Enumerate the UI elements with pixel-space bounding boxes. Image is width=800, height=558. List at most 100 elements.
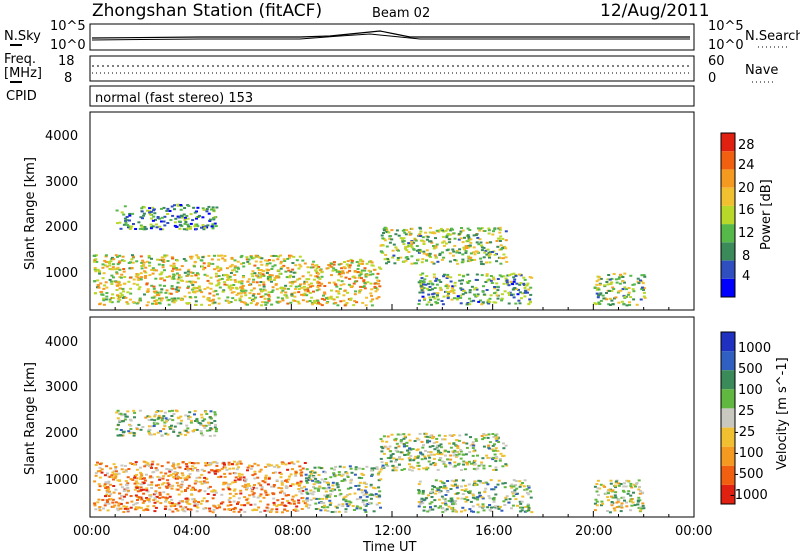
scatter-cell <box>335 296 339 299</box>
scatter-cell <box>440 227 443 230</box>
scatter-cell <box>442 256 446 259</box>
scatter-cell <box>104 255 108 258</box>
scatter-cell <box>455 484 459 487</box>
scatter-cell <box>148 210 152 213</box>
scatter-cell <box>172 265 176 268</box>
scatter-cell <box>482 285 485 288</box>
scatter-cell <box>349 486 353 489</box>
scatter-cell <box>233 506 237 509</box>
scatter-cell <box>328 499 332 502</box>
scatter-cell <box>435 277 439 280</box>
scatter-cell <box>265 494 269 496</box>
scatter-cell <box>349 285 353 288</box>
scatter-cell <box>452 292 456 295</box>
scatter-cell <box>480 263 484 265</box>
scatter-cell <box>168 508 172 511</box>
power-cbar-tick-8: 8 <box>742 249 750 264</box>
scatter-cell <box>614 296 618 299</box>
scatter-cell <box>472 444 476 447</box>
scatter-cell <box>189 257 193 260</box>
scatter-cell <box>158 476 162 479</box>
scatter-cell <box>288 276 292 279</box>
scatter-cell <box>301 496 305 499</box>
scatter-cell <box>127 225 131 228</box>
scatter-cell <box>432 462 436 464</box>
scatter-cell <box>422 250 426 253</box>
scatter-cell <box>193 466 197 469</box>
scatter-cell <box>442 462 446 465</box>
scatter-cell <box>158 297 161 300</box>
scatter-cell <box>301 467 305 470</box>
scatter-cell <box>421 236 425 239</box>
scatter-cell <box>176 204 180 207</box>
scatter-cell <box>172 301 176 304</box>
scatter-cell <box>232 284 236 286</box>
scatter-cell <box>375 503 379 506</box>
scatter-cell <box>212 209 216 212</box>
scatter-cell <box>183 219 187 221</box>
scatter-cell <box>471 496 475 499</box>
scatter-cell <box>513 287 517 289</box>
scatter-cell <box>236 502 239 505</box>
scatter-cell <box>309 285 313 288</box>
scatter-cell <box>139 255 143 258</box>
scatter-cell <box>283 504 287 507</box>
scatter-cell <box>455 439 459 442</box>
scatter-cell <box>158 258 162 261</box>
scatter-cell <box>276 499 280 502</box>
scatter-cell <box>315 267 319 270</box>
scatter-cell <box>233 460 236 463</box>
scatter-cell <box>262 274 266 277</box>
scatter-cell <box>398 456 401 459</box>
scatter-cell <box>488 509 492 511</box>
scatter-cell <box>244 302 247 304</box>
scatter-cell <box>277 269 281 272</box>
scatter-cell <box>455 492 459 495</box>
scatter-cell <box>465 247 469 250</box>
scatter-cell <box>268 278 272 281</box>
scatter-cell <box>507 302 511 305</box>
scatter-cell <box>126 224 130 226</box>
scatter-cell <box>283 492 286 495</box>
scatter-cell <box>104 281 108 284</box>
scatter-cell <box>253 477 257 480</box>
scatter-cell <box>94 472 98 475</box>
scatter-cell <box>115 272 119 275</box>
scatter-cell <box>298 263 302 266</box>
scatter-cell <box>503 482 507 485</box>
scatter-cell <box>299 487 303 490</box>
scatter-cell <box>643 296 647 299</box>
scatter-cell <box>275 508 279 511</box>
scatter-cell <box>144 508 148 511</box>
scatter-cell <box>469 256 473 259</box>
power-cbar-tick-16: 16 <box>738 203 755 218</box>
scatter-cell <box>207 265 211 267</box>
scatter-cell <box>142 214 146 217</box>
scatter-cell <box>415 262 418 265</box>
scatter-cell <box>304 488 308 491</box>
scatter-cell <box>452 232 456 235</box>
scatter-cell <box>202 262 206 265</box>
scatter-cell <box>466 227 470 230</box>
scatter-cell <box>476 503 480 506</box>
scatter-cell <box>479 260 483 263</box>
scatter-cell <box>105 292 109 294</box>
scatter-cell <box>226 274 230 277</box>
scatter-cell <box>441 511 445 514</box>
scatter-cell <box>117 502 121 505</box>
scatter-cell <box>464 500 468 503</box>
scatter-cell <box>170 502 174 505</box>
scatter-cell <box>164 417 168 420</box>
scatter-cell <box>175 272 179 275</box>
scatter-cell <box>388 241 392 244</box>
power-cbar-tick-4: 4 <box>742 269 750 284</box>
scatter-cell <box>296 460 300 463</box>
scatter-cell <box>129 261 132 264</box>
scatter-cell <box>384 253 388 256</box>
scatter-cell <box>524 290 528 293</box>
scatter-cell <box>285 481 289 483</box>
scatter-cell <box>480 435 484 437</box>
scatter-cell <box>479 463 483 466</box>
scatter-cell <box>286 266 290 269</box>
scatter-cell <box>135 468 139 471</box>
